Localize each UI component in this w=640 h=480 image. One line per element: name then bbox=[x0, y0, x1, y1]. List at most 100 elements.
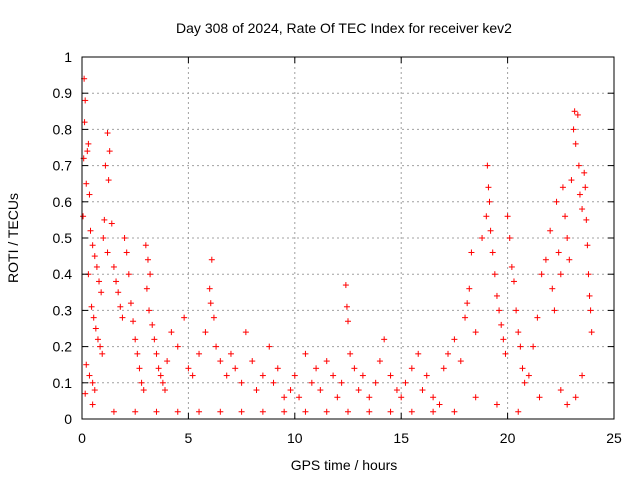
data-point bbox=[542, 256, 549, 263]
data-point bbox=[576, 191, 583, 198]
data-points bbox=[80, 75, 595, 415]
data-point bbox=[519, 365, 526, 372]
data-point bbox=[130, 318, 137, 325]
data-point bbox=[115, 289, 122, 296]
data-point bbox=[584, 242, 591, 249]
data-point bbox=[153, 408, 160, 415]
x-tick-label: 5 bbox=[185, 430, 193, 446]
data-point bbox=[161, 387, 168, 394]
data-point bbox=[91, 253, 98, 260]
data-point bbox=[168, 329, 175, 336]
data-point bbox=[249, 358, 256, 365]
data-point bbox=[213, 343, 220, 350]
data-point bbox=[82, 97, 89, 104]
data-point bbox=[486, 198, 493, 205]
data-point bbox=[466, 285, 473, 292]
x-axis-label: GPS time / hours bbox=[291, 457, 398, 473]
y-tick-label: 0.8 bbox=[53, 121, 73, 137]
y-tick-label: 0.6 bbox=[53, 194, 73, 210]
data-point bbox=[334, 394, 341, 401]
data-point bbox=[536, 394, 543, 401]
data-point bbox=[98, 289, 105, 296]
data-point bbox=[502, 350, 509, 357]
data-point bbox=[87, 227, 94, 234]
data-point bbox=[159, 379, 166, 386]
data-point bbox=[89, 379, 96, 386]
data-point bbox=[105, 177, 112, 184]
y-axis-tick-labels: 0 0.1 0.2 0.3 0.4 0.5 0.6 0.7 0.8 0.9 1 bbox=[53, 49, 73, 427]
data-point bbox=[174, 343, 181, 350]
data-point bbox=[483, 213, 490, 220]
data-point bbox=[302, 350, 309, 357]
data-point bbox=[153, 350, 160, 357]
data-point bbox=[479, 235, 486, 241]
data-point bbox=[515, 408, 522, 415]
data-point bbox=[146, 307, 153, 314]
data-point bbox=[242, 329, 249, 336]
data-point bbox=[134, 350, 141, 357]
data-point bbox=[217, 408, 224, 415]
data-point bbox=[164, 358, 171, 365]
data-point bbox=[84, 148, 91, 155]
data-point bbox=[553, 198, 560, 205]
y-axis-label: ROTI / TECUs bbox=[5, 193, 21, 283]
data-point bbox=[110, 408, 117, 415]
data-point bbox=[123, 249, 130, 256]
data-point bbox=[208, 256, 215, 263]
data-point bbox=[423, 372, 430, 379]
data-point bbox=[223, 372, 230, 379]
data-point bbox=[259, 372, 266, 379]
data-point bbox=[106, 148, 113, 155]
data-point bbox=[464, 300, 471, 307]
data-point bbox=[508, 263, 515, 270]
data-point bbox=[83, 180, 90, 187]
data-point bbox=[83, 361, 90, 368]
data-point bbox=[281, 394, 288, 401]
data-point bbox=[451, 408, 458, 415]
data-point bbox=[96, 278, 103, 285]
data-point bbox=[181, 314, 188, 321]
data-point bbox=[238, 408, 245, 415]
data-point bbox=[530, 343, 537, 350]
data-point bbox=[291, 372, 298, 379]
data-point bbox=[579, 372, 586, 379]
data-point bbox=[136, 365, 143, 372]
data-point bbox=[132, 408, 139, 415]
data-point bbox=[472, 394, 479, 401]
data-point bbox=[343, 303, 350, 310]
data-point bbox=[206, 285, 213, 292]
data-point bbox=[138, 379, 145, 386]
data-point bbox=[91, 387, 98, 394]
data-point bbox=[174, 408, 181, 415]
data-point bbox=[571, 108, 578, 115]
data-point bbox=[313, 365, 320, 372]
data-point bbox=[515, 329, 522, 336]
data-point bbox=[85, 140, 92, 147]
data-point bbox=[496, 307, 503, 314]
data-point bbox=[559, 184, 566, 191]
y-tick-label: 0.9 bbox=[53, 85, 73, 101]
data-point bbox=[196, 408, 203, 415]
data-point bbox=[281, 408, 288, 415]
data-point bbox=[445, 350, 452, 357]
data-point bbox=[317, 387, 324, 394]
x-tick-label: 25 bbox=[606, 430, 622, 446]
x-tick-label: 20 bbox=[500, 430, 516, 446]
data-point bbox=[462, 314, 469, 321]
data-point bbox=[238, 379, 245, 386]
data-point bbox=[140, 387, 147, 394]
data-point bbox=[359, 372, 366, 379]
data-point bbox=[387, 372, 394, 379]
data-point bbox=[323, 358, 330, 365]
data-point bbox=[155, 365, 162, 372]
data-point bbox=[302, 408, 309, 415]
data-point bbox=[372, 379, 379, 386]
data-point bbox=[579, 206, 586, 213]
data-point bbox=[436, 401, 443, 408]
y-tick-label: 0.7 bbox=[53, 158, 73, 174]
data-point bbox=[345, 318, 351, 325]
data-point bbox=[564, 235, 571, 241]
data-point bbox=[419, 387, 426, 394]
data-point bbox=[351, 365, 358, 372]
data-point bbox=[274, 365, 281, 372]
